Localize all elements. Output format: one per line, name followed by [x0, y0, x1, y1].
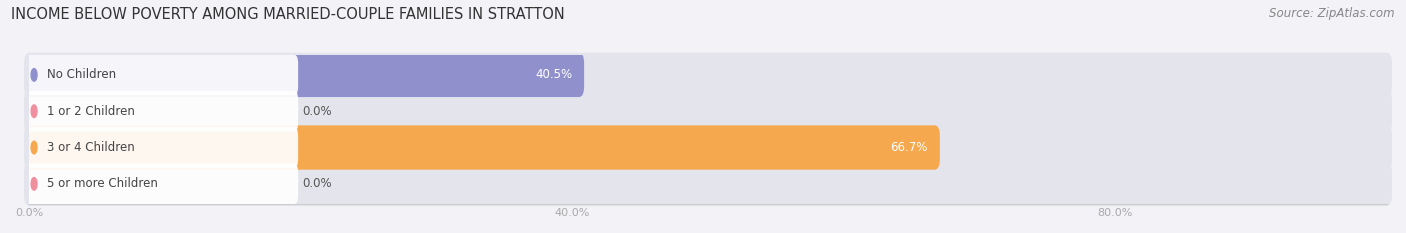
Text: Source: ZipAtlas.com: Source: ZipAtlas.com: [1270, 7, 1395, 20]
Text: INCOME BELOW POVERTY AMONG MARRIED-COUPLE FAMILIES IN STRATTON: INCOME BELOW POVERTY AMONG MARRIED-COUPL…: [11, 7, 565, 22]
FancyBboxPatch shape: [25, 91, 298, 132]
FancyBboxPatch shape: [24, 162, 1392, 206]
FancyBboxPatch shape: [25, 55, 298, 95]
Circle shape: [31, 105, 37, 117]
Text: 5 or more Children: 5 or more Children: [48, 177, 157, 190]
Circle shape: [31, 141, 37, 154]
Text: 3 or 4 Children: 3 or 4 Children: [48, 141, 135, 154]
FancyBboxPatch shape: [25, 127, 298, 168]
Circle shape: [31, 69, 37, 81]
Text: 40.5%: 40.5%: [536, 68, 572, 81]
FancyBboxPatch shape: [24, 89, 1392, 133]
Text: 0.0%: 0.0%: [302, 177, 332, 190]
Text: 0.0%: 0.0%: [302, 105, 332, 118]
Circle shape: [31, 178, 37, 190]
FancyBboxPatch shape: [24, 125, 939, 170]
FancyBboxPatch shape: [25, 164, 298, 204]
FancyBboxPatch shape: [24, 53, 1392, 97]
Text: No Children: No Children: [48, 68, 117, 81]
FancyBboxPatch shape: [24, 53, 583, 97]
Text: 1 or 2 Children: 1 or 2 Children: [48, 105, 135, 118]
Text: 66.7%: 66.7%: [890, 141, 928, 154]
FancyBboxPatch shape: [24, 125, 1392, 170]
